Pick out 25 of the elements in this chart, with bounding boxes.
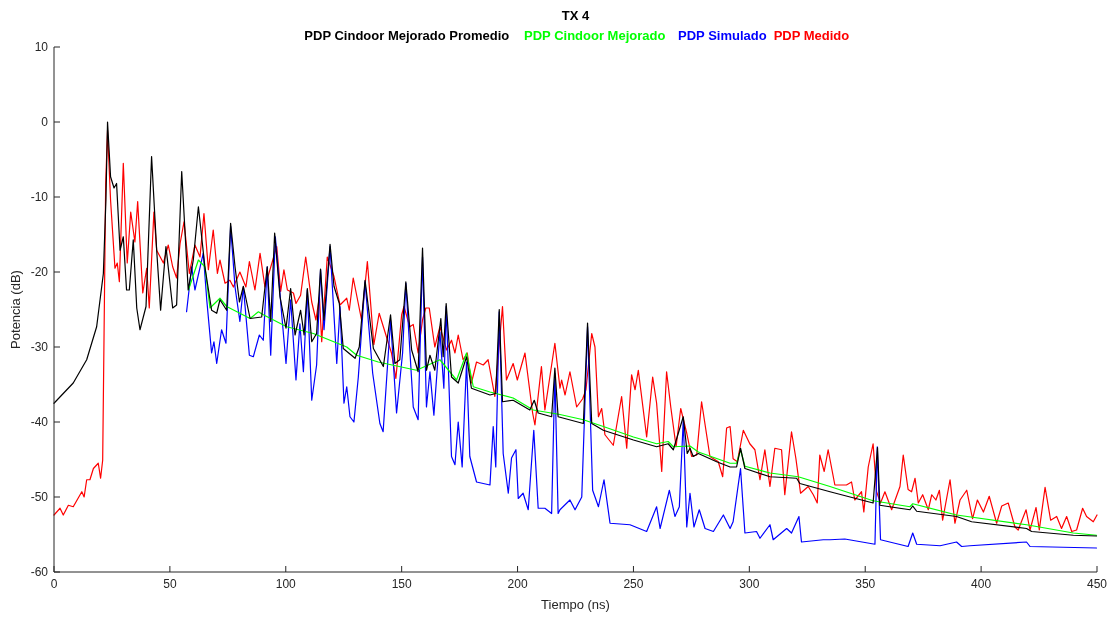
y-tick-label: -30 (30, 340, 49, 354)
text: PDP Simulado (678, 28, 767, 43)
y-tick-label: -40 (30, 415, 49, 429)
x-tick-label: 400 (971, 577, 992, 591)
x-tick-label: 350 (855, 577, 876, 591)
y-tick-label: 10 (34, 40, 49, 54)
text: PDP Cindoor Mejorado Promedio (304, 28, 510, 43)
x-tick-label: 200 (507, 577, 528, 591)
y-tick-label: -50 (30, 490, 49, 504)
x-tick-label: 300 (739, 577, 760, 591)
y-tick-label: -10 (30, 190, 49, 204)
y-tick-label: -60 (30, 565, 49, 579)
chart-title: TX 4 (561, 8, 590, 23)
x-tick-label: 250 (623, 577, 644, 591)
x-tick-label: 450 (1086, 577, 1108, 591)
text: PDP Cindoor Mejorado (524, 28, 666, 43)
x-axis-title: Tiempo (ns) (541, 597, 610, 612)
x-tick-label: 100 (275, 577, 297, 591)
x-tick-label: 50 (163, 577, 177, 591)
text: PDP Medido (773, 28, 850, 43)
x-tick-label: 0 (50, 577, 58, 591)
y-axis-title: Potencia (dB) (8, 270, 23, 349)
y-tick-label: 0 (41, 115, 49, 129)
x-tick-label: 150 (391, 577, 412, 591)
y-tick-label: -20 (30, 265, 49, 279)
